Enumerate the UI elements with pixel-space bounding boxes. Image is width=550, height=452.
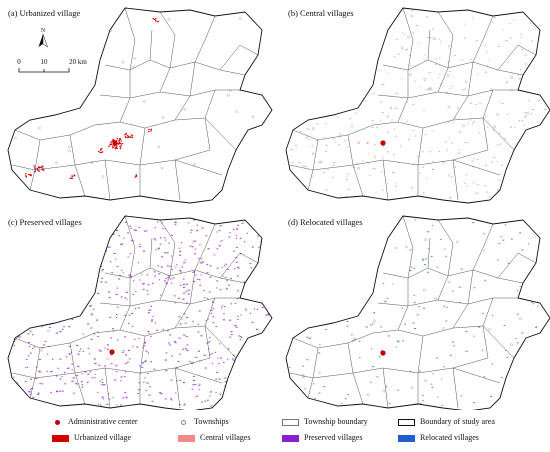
admin-center-marker <box>109 349 115 355</box>
central-swatch <box>178 434 195 442</box>
legend: Administrative center Townships Township… <box>0 410 550 452</box>
legend-relocated: Relocated villages <box>398 433 479 443</box>
map-panels: (a) Urbanized village N 0 10 20 km (b) C… <box>7 7 550 410</box>
svg-text:10: 10 <box>41 58 49 66</box>
legend-label: Administrative center <box>68 417 138 426</box>
legend-label: Central villages <box>200 433 251 442</box>
legend-label: Townships <box>194 417 229 426</box>
legend-urbanized: Urbanized village <box>52 433 131 443</box>
study-area-swatch <box>398 418 415 426</box>
legend-label: Township boundary <box>304 417 368 426</box>
panel-title: (b) Central villages <box>288 8 354 18</box>
legend-label: Boundary of study area <box>420 417 495 426</box>
legend-label: Urbanized village <box>74 433 132 442</box>
svg-text:0: 0 <box>17 58 21 66</box>
legend-central: Central villages <box>178 433 250 443</box>
study-area-boundary <box>7 7 273 204</box>
svg-text:N: N <box>41 28 46 34</box>
panel-preserved: (c) Preserved villages <box>7 215 273 410</box>
admin-center-marker <box>380 350 386 356</box>
study-area-boundary <box>7 215 273 410</box>
panel-urbanized: (a) Urbanized village N 0 10 20 km <box>7 7 273 204</box>
legend-preserved: Preserved villages <box>282 433 362 443</box>
legend-label: Relocated villages <box>420 433 479 442</box>
svg-text:20 km: 20 km <box>69 58 87 66</box>
urbanized-swatch <box>52 434 69 442</box>
panel-title: (c) Preserved villages <box>8 217 82 227</box>
study-area-boundary <box>285 7 550 204</box>
admin-center-marker <box>380 140 386 146</box>
panel-relocated: (d) Relocated villages <box>285 215 550 410</box>
panel-title: (a) Urbanized village <box>8 8 80 18</box>
legend-admin-center: Administrative center <box>52 417 138 427</box>
township-point-icon <box>181 419 186 425</box>
township-boundary-swatch <box>282 418 299 426</box>
panel-title: (d) Relocated villages <box>288 217 363 227</box>
legend-study-area: Boundary of study area <box>398 417 495 427</box>
preserved-swatch <box>282 434 299 442</box>
admin-center-marker <box>112 140 118 146</box>
legend-label: Preserved villages <box>304 433 363 442</box>
admin-center-icon <box>55 419 60 425</box>
legend-townships: Townships <box>178 417 229 427</box>
scale-bar: 0 10 20 km <box>17 58 87 73</box>
panel-central: (b) Central villages <box>285 7 550 204</box>
legend-township-boundary: Township boundary <box>282 417 368 427</box>
relocated-swatch <box>398 434 415 442</box>
study-area-boundary <box>285 215 550 410</box>
north-arrow: N <box>38 28 48 48</box>
